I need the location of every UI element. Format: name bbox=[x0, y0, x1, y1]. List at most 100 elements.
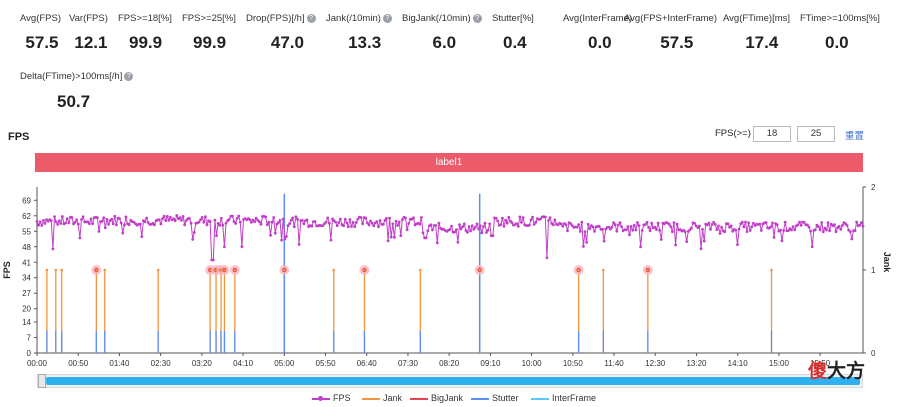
fps-point bbox=[636, 221, 639, 224]
stat-label-text: Avg(InterFrame) bbox=[563, 13, 632, 24]
fps-point bbox=[237, 214, 241, 218]
x-tick-label: 14:10 bbox=[728, 359, 749, 368]
fps-point bbox=[227, 218, 231, 221]
fps-point bbox=[705, 223, 709, 227]
fps-point bbox=[204, 215, 207, 219]
fps-point bbox=[744, 220, 747, 224]
legend-item-bigjank[interactable]: BigJank bbox=[410, 393, 463, 403]
fps-point bbox=[798, 220, 801, 224]
fps-point bbox=[165, 215, 169, 218]
fps-threshold-input-1[interactable] bbox=[753, 126, 791, 142]
reset-button[interactable]: 重置 bbox=[845, 131, 865, 142]
watermark-logo: 傻大方 bbox=[808, 356, 865, 383]
fps-point bbox=[458, 223, 461, 226]
y-tick-label: 62 bbox=[22, 212, 31, 221]
fps-point bbox=[184, 219, 188, 222]
x-tick-label: 02:30 bbox=[151, 359, 172, 368]
fps-point bbox=[418, 222, 422, 226]
fps-point bbox=[569, 222, 573, 225]
zoom-slider-handle[interactable] bbox=[38, 374, 46, 388]
fps-point bbox=[566, 229, 569, 233]
x-tick-label: 12:30 bbox=[645, 359, 666, 368]
fps-point bbox=[715, 228, 719, 231]
fps-point bbox=[502, 224, 506, 228]
fps-point bbox=[729, 224, 733, 228]
x-tick-label: 13:20 bbox=[686, 359, 707, 368]
fps-point bbox=[531, 215, 534, 219]
fps-point bbox=[305, 218, 309, 222]
x-tick-label: 05:00 bbox=[274, 359, 295, 368]
fps-point bbox=[127, 223, 131, 227]
fps-point bbox=[302, 222, 306, 226]
stat-value: 0.0 bbox=[825, 33, 849, 52]
fps-point bbox=[211, 258, 215, 262]
fps-point bbox=[737, 227, 741, 231]
fps-point bbox=[189, 221, 193, 225]
fps-point bbox=[577, 223, 581, 226]
help-icon[interactable]: ? bbox=[472, 14, 482, 23]
fps-point bbox=[612, 221, 615, 225]
help-icon[interactable]: ? bbox=[124, 72, 134, 81]
stat-label-text: FPS>=18[%] bbox=[118, 13, 172, 24]
fps-point bbox=[718, 232, 722, 235]
fps-point bbox=[818, 228, 822, 232]
fps-point bbox=[488, 222, 492, 226]
fps-point bbox=[100, 219, 104, 223]
zoom-slider[interactable] bbox=[37, 374, 863, 388]
fps-point bbox=[389, 235, 393, 239]
fps-point bbox=[113, 214, 117, 218]
help-icon[interactable]: ? bbox=[306, 14, 316, 23]
stat-label-text: Avg(FTime)[ms] bbox=[723, 13, 791, 24]
y-tick-label: 34 bbox=[22, 274, 31, 283]
stat-value: 0.4 bbox=[503, 33, 527, 52]
fps-point bbox=[146, 221, 150, 224]
fps-point bbox=[505, 221, 509, 225]
fps-point bbox=[283, 237, 287, 241]
fps-point bbox=[329, 238, 333, 242]
fps-point bbox=[736, 243, 739, 246]
stat-value: 99.9 bbox=[129, 33, 163, 52]
legend-item-jank[interactable]: Jank bbox=[362, 393, 402, 403]
jank-point bbox=[478, 268, 481, 272]
stat-label-text: Avg(FPS+InterFrame) bbox=[624, 13, 718, 24]
fps-point bbox=[292, 225, 296, 229]
legend-marker bbox=[312, 395, 330, 403]
y-tick-label: 14 bbox=[22, 318, 31, 327]
legend-item-fps[interactable]: FPS bbox=[312, 393, 351, 403]
fps-point bbox=[799, 223, 803, 227]
fps-threshold-input-2[interactable] bbox=[797, 126, 835, 142]
fps-point bbox=[793, 228, 797, 232]
jank-point bbox=[283, 268, 286, 272]
fps-point bbox=[559, 222, 563, 226]
fps-point bbox=[121, 231, 125, 235]
fps-point bbox=[354, 221, 358, 224]
help-icon[interactable]: ? bbox=[382, 14, 392, 23]
fps-point bbox=[213, 218, 217, 222]
fps-point bbox=[624, 228, 628, 232]
fps-point bbox=[238, 220, 242, 224]
fps-point bbox=[750, 225, 754, 229]
fps-point bbox=[659, 238, 663, 241]
legend-item-stutter[interactable]: Stutter bbox=[471, 393, 519, 403]
fps-point bbox=[617, 223, 620, 227]
fps-point bbox=[97, 230, 101, 233]
fps-point bbox=[860, 221, 863, 224]
fps-point bbox=[545, 256, 549, 260]
fps-point bbox=[420, 216, 423, 219]
fps-point bbox=[372, 224, 376, 228]
fps-point bbox=[618, 221, 622, 225]
fps-point bbox=[448, 228, 452, 231]
zoom-slider-range[interactable] bbox=[46, 377, 860, 385]
legend-item-interframe[interactable]: InterFrame bbox=[531, 393, 596, 403]
fps-point bbox=[424, 236, 428, 240]
fps-filter-label: FPS(>=) bbox=[715, 128, 751, 139]
fps-point bbox=[73, 220, 77, 224]
x-tick-label: 09:10 bbox=[480, 359, 501, 368]
fps-point bbox=[143, 220, 147, 224]
fps-point bbox=[462, 222, 466, 226]
fps-point bbox=[620, 225, 623, 228]
label-bar[interactable]: label1 bbox=[35, 153, 863, 172]
fps-point bbox=[455, 228, 458, 232]
y-tick-label: 20 bbox=[22, 305, 31, 314]
fps-point bbox=[337, 221, 341, 224]
